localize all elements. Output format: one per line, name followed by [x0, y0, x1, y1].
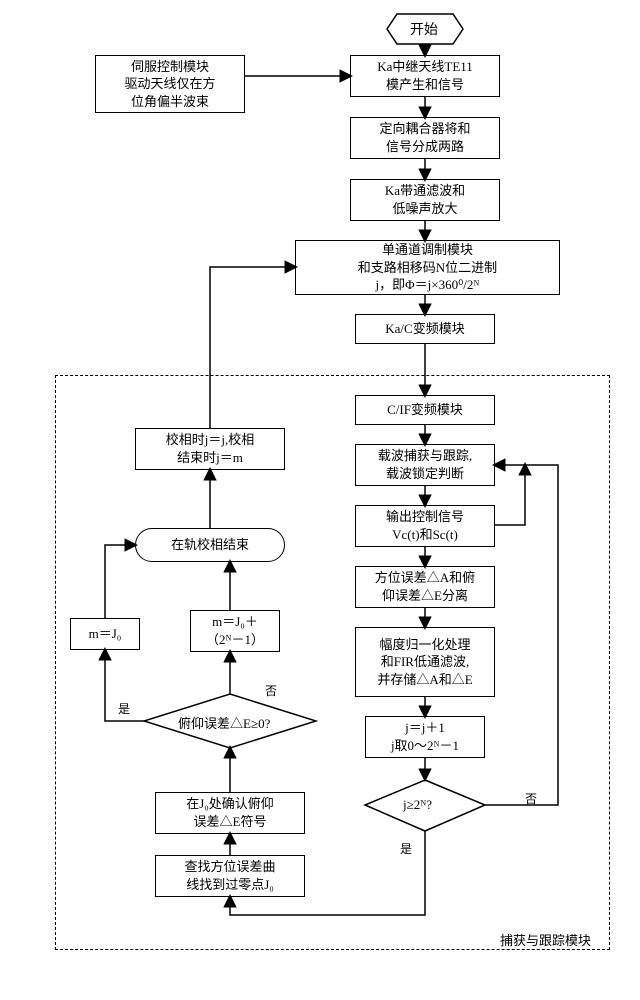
ka-c-node: Ka/C变频模块 [355, 314, 495, 344]
cif-node: C/IF变频模块 [355, 395, 495, 425]
output-node: 输出控制信号Vc(t)和Sc(t) [355, 505, 495, 547]
e-yes-label: 是 [118, 700, 130, 717]
m-j0p-node: m＝J₀＋（2ᴺ－1） [190, 610, 280, 652]
bpf-node: Ka带通滤波和低噪声放大 [350, 179, 500, 221]
az-el-node: 方位误差△A和俯仰误差△E分离 [355, 566, 495, 608]
endcal-node: 在轨校相结束 [135, 528, 285, 562]
j-decision-label: j≥2ᴺ? [403, 797, 432, 813]
ka-te11-node: Ka中继天线TE11模产生和信号 [350, 55, 500, 97]
carrier-node: 载波捕获与跟踪,载波锁定判断 [355, 444, 495, 486]
m-j0-node: m＝J₀ [70, 618, 140, 650]
j-yes-label: 是 [400, 840, 412, 857]
confirm-node: 在J₀处确认俯仰误差△E符号 [155, 792, 305, 834]
e-no-label: 否 [265, 682, 277, 699]
cal-jm-node: 校相时j＝j,校相结束时j＝m [135, 428, 285, 470]
coupler-node: 定向耦合器将和信号分成两路 [350, 117, 500, 159]
tracking-module-label: 捕获与跟踪模块 [500, 930, 591, 949]
j-no-label: 否 [525, 790, 537, 807]
start-label: 开始 [410, 19, 438, 39]
norm-node: 幅度归一化处理和FIR低通滤波,并存储△A和△E [355, 627, 495, 697]
jinc-node: j＝j＋1j取0～2ᴺ－1 [365, 716, 485, 758]
mod-node: 单通道调制模块和支路相移码N位二进制j，即Φ＝j×360⁰/2ᴺ [295, 240, 560, 295]
servo-node: 伺服控制模块驱动天线仅在方位角偏半波束 [95, 55, 245, 113]
find-zero-node: 查找方位误差曲线找到过零点J₀ [155, 855, 305, 897]
e-decision-label: 俯仰误差△E≥0? [178, 713, 270, 732]
